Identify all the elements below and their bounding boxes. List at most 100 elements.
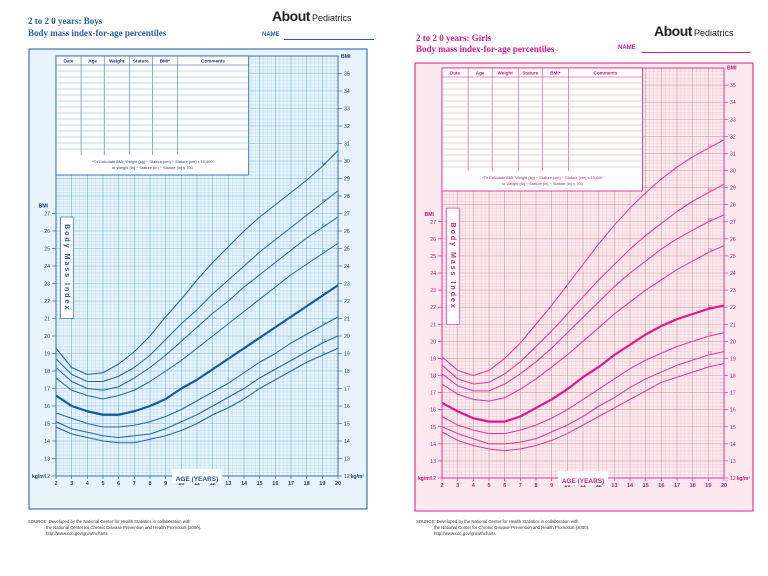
source-line-2: the National Center for Chronic Disease … <box>46 525 202 530</box>
y-tick-label-left: 16 <box>430 408 436 414</box>
y-tick-label-left: 22 <box>44 299 50 305</box>
y-tick-label-right: 18 <box>344 369 350 375</box>
x-tick-label: 11 <box>580 483 586 489</box>
bmi-axis-label-right: BMI <box>727 66 737 72</box>
y-tick-label-right: 23 <box>730 288 736 294</box>
y-tick-label-right: 12 <box>730 476 736 482</box>
record-table-header: Comments <box>201 59 225 64</box>
y-tick-label-right: 21 <box>344 317 350 323</box>
source-note: SOURCE: Developed by the National Center… <box>416 519 589 537</box>
y-tick-label-right: 16 <box>344 404 350 410</box>
y-tick-label-right: 33 <box>730 117 736 123</box>
percentile-label-75: 75 <box>708 248 712 252</box>
y-tick-label-right: 14 <box>344 439 350 445</box>
unit-label-left: kg/m² <box>32 474 46 480</box>
x-tick-label: 15 <box>643 483 649 489</box>
percentile-label-75: 75 <box>322 249 326 253</box>
x-tick-label: 10 <box>564 483 570 489</box>
y-tick-label-right: 19 <box>730 356 736 362</box>
percentile-line-85 <box>441 214 725 392</box>
bmi-axis-label-left: BMI <box>38 204 48 210</box>
x-tick-label: 2 <box>440 483 443 489</box>
name-field-line[interactable] <box>642 52 750 53</box>
y-tick-label-left: 25 <box>44 247 50 253</box>
y-tick-label-right: 20 <box>344 334 350 340</box>
record-table-header: Weight <box>498 71 514 76</box>
y-tick-label-right: 25 <box>730 254 736 260</box>
bmi-formula-line-2: or Weight (lb) ÷ Stature (in) ÷ Stature … <box>112 165 193 170</box>
x-tick-label: 19 <box>319 481 325 487</box>
y-tick-label-right: 15 <box>344 422 350 428</box>
y-tick-label-right: 24 <box>730 271 736 277</box>
percentile-label-10: 10 <box>322 339 326 343</box>
y-tick-label-left: 14 <box>430 442 436 448</box>
y-tick-label-right: 30 <box>344 159 350 165</box>
y-tick-label-left: 12 <box>44 474 50 480</box>
percentile-line-90 <box>55 190 339 383</box>
y-tick-label-right: 25 <box>344 247 350 253</box>
y-tick-label-right: 34 <box>730 100 736 106</box>
boys-bmi-growth-chart: Date Age Weight Stature BMI* Comments *To Calc… <box>28 48 368 510</box>
record-table-header: Comments <box>594 71 618 76</box>
x-tick-label: 3 <box>456 483 459 489</box>
x-tick-label: 7 <box>133 481 136 487</box>
y-tick-label-left: 24 <box>44 264 50 270</box>
percentile-line-25 <box>441 332 725 435</box>
x-tick-label: 5 <box>101 481 104 487</box>
percentile-label-50: 50 <box>708 304 712 308</box>
source-note: SOURCE: Developed by the National Center… <box>28 519 201 537</box>
percentile-label-90: 90 <box>708 188 712 192</box>
y-tick-label-left: 23 <box>430 288 436 294</box>
y-tick-label-left: 21 <box>44 317 50 323</box>
y-tick-label-right: 30 <box>730 169 736 175</box>
y-tick-label-right: 34 <box>344 89 350 95</box>
x-tick-label: 9 <box>550 483 553 489</box>
percentile-label-25: 25 <box>322 321 326 325</box>
y-tick-label-right: 17 <box>344 387 350 393</box>
percentile-label-95: 95 <box>708 144 712 148</box>
girls-chart-title: 2 to 2 0 years: Girls <box>416 33 492 43</box>
y-tick-label-left: 20 <box>44 334 50 340</box>
y-tick-label-right: 32 <box>344 124 350 130</box>
y-tick-label-left: 18 <box>44 369 50 375</box>
y-tick-label-left: 17 <box>44 387 50 393</box>
y-tick-label-right: 26 <box>344 229 350 235</box>
y-tick-label-right: 13 <box>730 459 736 465</box>
y-tick-label-right: 32 <box>730 134 736 140</box>
x-axis-title-box <box>557 471 609 485</box>
percentile-line-50 <box>55 284 339 416</box>
percentile-label-85: 85 <box>708 217 712 221</box>
x-tick-label: 12 <box>210 481 216 487</box>
x-tick-label: 7 <box>519 483 522 489</box>
percentile-line-75 <box>441 245 725 402</box>
y-tick-label-left: 22 <box>430 305 436 311</box>
y-tick-label-left: 20 <box>430 339 436 345</box>
bmi-vertical-label-box <box>60 216 74 319</box>
x-tick-label: 10 <box>178 481 184 487</box>
x-tick-label: 17 <box>288 481 294 487</box>
girls-chart-subtitle: Body mass index-for-age percentiles <box>416 44 555 54</box>
about-pediatrics-logo: About Pediatrics <box>654 23 733 41</box>
y-tick-label-right: 14 <box>730 442 736 448</box>
y-tick-label-left: 14 <box>44 439 50 445</box>
boys-chart-subtitle: Body mass index-for-age percentiles <box>28 28 167 38</box>
x-tick-label: 14 <box>627 483 634 489</box>
y-tick-label-right: 27 <box>344 212 350 218</box>
percentile-label-95: 95 <box>322 162 326 166</box>
y-tick-label-right: 27 <box>730 220 736 226</box>
source-url: http://www.cdc.gov/growthcharts <box>46 531 108 536</box>
record-table-header: Stature <box>522 71 538 76</box>
y-tick-label-left: 27 <box>44 212 50 218</box>
y-tick-label-right: 13 <box>344 457 350 463</box>
x-tick-label: 3 <box>70 481 73 487</box>
name-field-line[interactable] <box>284 39 374 40</box>
percentile-label-5: 5 <box>709 362 711 366</box>
y-tick-label-left: 18 <box>430 374 436 380</box>
x-tick-label: 4 <box>472 483 476 489</box>
x-tick-label: 9 <box>164 481 167 487</box>
unit-label-right: kg/m² <box>737 476 751 482</box>
y-tick-label-right: 20 <box>730 339 736 345</box>
y-tick-label-left: 13 <box>44 457 50 463</box>
y-tick-label-left: 15 <box>44 422 50 428</box>
percentile-line-90 <box>441 183 725 385</box>
